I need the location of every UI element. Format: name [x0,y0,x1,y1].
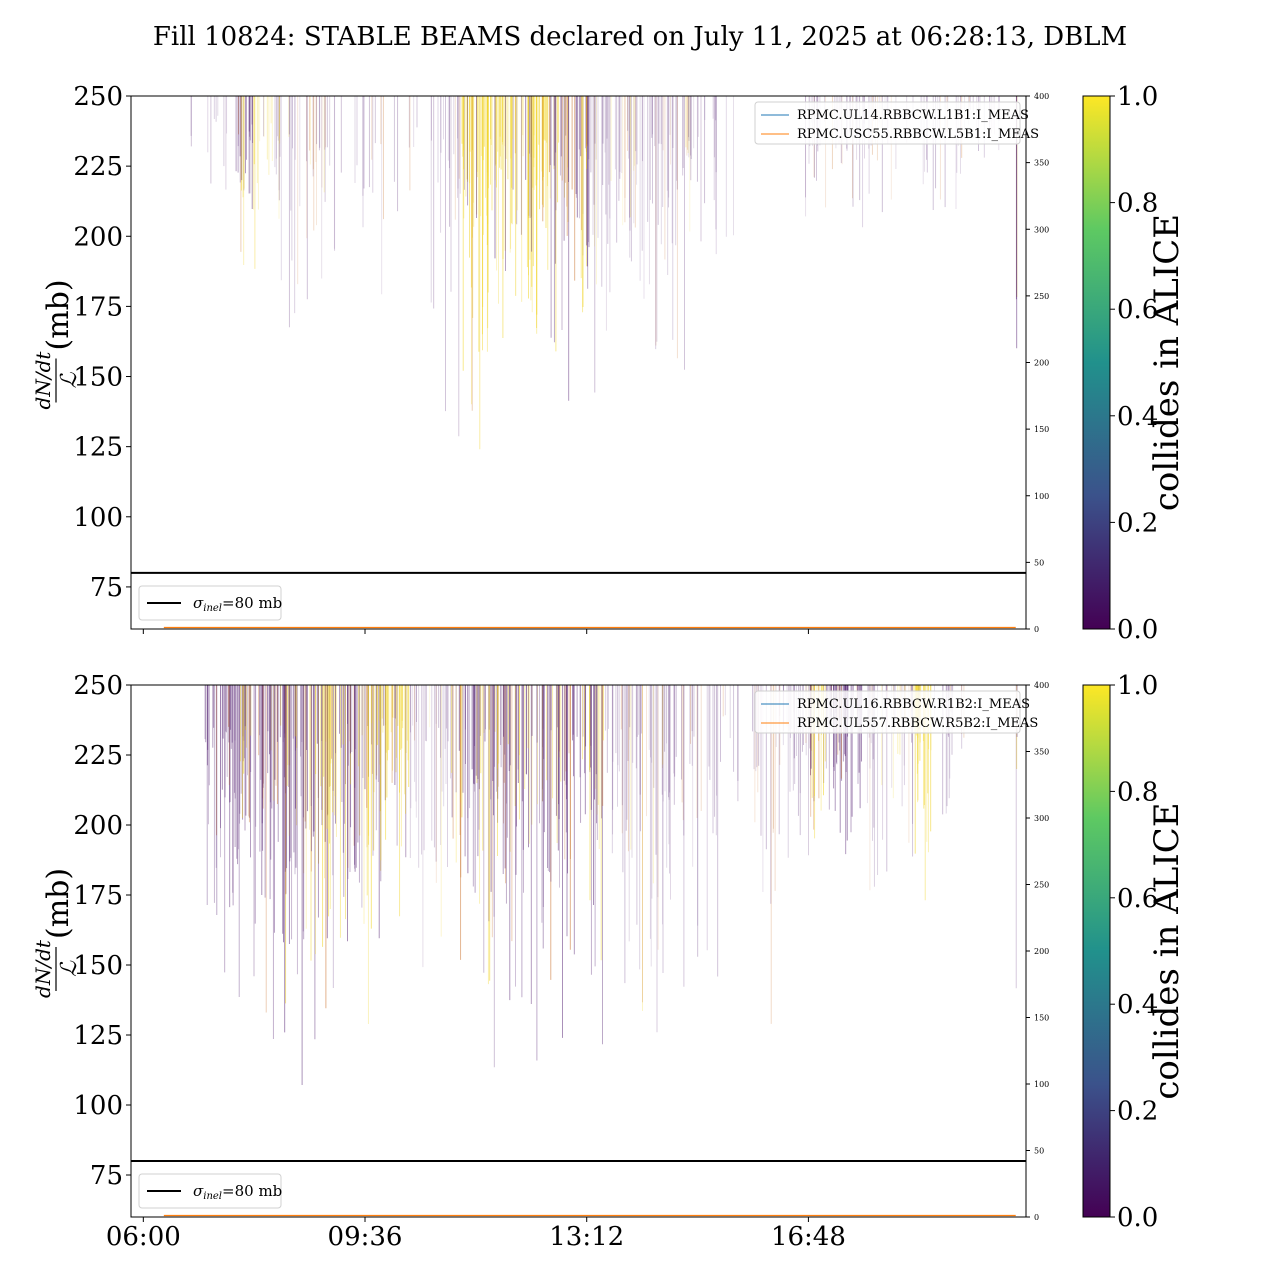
y-tick-label: 125 [73,1021,123,1051]
colorbar-tick-label: 0.2 [1117,1097,1158,1127]
y-tick-label: 75 [90,1161,123,1191]
colorbar-tick-label: 0.6 [1117,295,1158,325]
y2-tick-label: 150 [1034,425,1049,434]
x-tick-label: 06:00 [106,1222,181,1252]
y2-tick-label: 400 [1034,681,1049,690]
y-axis-label-unit: (mb) [41,868,76,939]
colorbar-label: collides in ALICE [1147,802,1187,1099]
y2-tick-label: 100 [1034,492,1049,501]
legend-label: RPMC.UL14.RBBCW.L1B1:I_MEAS [797,108,1029,123]
sigma-legend [138,1173,282,1209]
figure-title: Fill 10824: STABLE BEAMS declared on Jul… [153,22,1127,52]
legend-label: RPMC.USC55.RBBCW.L5B1:I_MEAS [797,127,1039,142]
y-tick-label: 250 [73,82,123,112]
top-colorbar: 0.0 0.2 0.4 0.6 0.8 1.0 collides in ALICE [1082,82,1187,645]
y-tick-label: 200 [73,222,123,252]
y2-tick-label: 100 [1034,1080,1049,1089]
y-tick-label: 150 [73,951,123,981]
y-tick-label: 75 [90,573,123,603]
y2-tick-label: 400 [1034,92,1049,101]
y2-tick-label: 350 [1034,159,1049,168]
y2-tick-label: 0 [1034,625,1039,634]
y2-tick-label: 50 [1034,558,1044,567]
y-axis-label-numerator: dN/dt [31,351,55,410]
y-tick-label: 125 [73,433,123,463]
y-axis-label-unit: (mb) [41,279,76,350]
colorbar-tick-label: 0.2 [1117,508,1158,538]
legend-label: RPMC.UL557.RBBCW.R5B2:I_MEAS [797,716,1038,731]
top-panel: 75 100 125 150 175 200 225 250 0 50 100 150 200 250 30… [31,82,1049,634]
data-lines [190,96,1018,450]
y-tick-label: 150 [73,363,123,393]
y-tick-label: 225 [73,741,123,771]
y-tick-label: 200 [73,811,123,841]
y2-tick-label: 200 [1034,947,1049,956]
colorbar-label: collides in ALICE [1147,214,1187,511]
y2-tick-label: 250 [1034,292,1049,301]
y-axis-label-denominator: ℒ [57,371,82,388]
y-axis-label: dN/dt ℒ (mb) [31,279,82,409]
y-tick-label: 225 [73,152,123,182]
y-tick-label: 175 [73,881,123,911]
sigma-legend [138,585,282,621]
colorbar-tick-label: 0.0 [1117,1203,1158,1233]
colorbar-gradient [1082,684,1111,1218]
y2-tick-label: 300 [1034,225,1049,234]
colorbar-tick-label: 0.4 [1117,402,1158,432]
x-tick-label: 09:36 [328,1222,403,1252]
sigma-legend-label: σinel=80 mb [193,594,282,614]
y2-tick-label: 350 [1034,748,1049,757]
y-axis-label-denominator: ℒ [57,960,82,977]
legend-label: RPMC.UL16.RBBCW.R1B2:I_MEAS [797,697,1030,712]
y2-tick-label: 0 [1034,1213,1039,1222]
x-tick-label: 13:12 [549,1222,624,1252]
colorbar-tick-label: 1.0 [1117,82,1158,112]
y2-tick-label: 50 [1034,1147,1044,1156]
current-legend [754,690,1021,734]
bottom-colorbar: 0.0 0.2 0.4 0.6 0.8 1.0 collides in ALICE [1082,671,1187,1233]
colorbar-tick-label: 0.6 [1117,884,1158,914]
data-lines [204,685,1018,1085]
sigma-legend-label: σinel=80 mb [193,1182,282,1202]
current-legend [754,101,1021,145]
y-axis-label-numerator: dN/dt [31,939,55,998]
colorbar-tick-label: 1.0 [1117,671,1158,701]
x-tick-label: 16:48 [771,1222,846,1252]
colorbar-tick-label: 0.8 [1117,777,1158,807]
y2-tick-label: 200 [1034,359,1049,368]
y-tick-label: 175 [73,292,123,322]
y-tick-label: 100 [73,1091,123,1121]
colorbar-tick-label: 0.4 [1117,990,1158,1020]
y2-tick-label: 250 [1034,881,1049,890]
colorbar-tick-label: 0.8 [1117,189,1158,219]
y-tick-label: 100 [73,503,123,533]
bottom-panel: 75 100 125 150 175 200 225 250 0 50 100 150 200 250 30… [31,671,1049,1252]
y-axis-label: dN/dt ℒ (mb) [31,868,82,998]
colorbar-tick-label: 0.0 [1117,615,1158,645]
y-tick-label: 250 [73,671,123,701]
y2-tick-label: 150 [1034,1014,1049,1023]
colorbar-gradient [1082,95,1111,630]
y2-tick-label: 300 [1034,814,1049,823]
